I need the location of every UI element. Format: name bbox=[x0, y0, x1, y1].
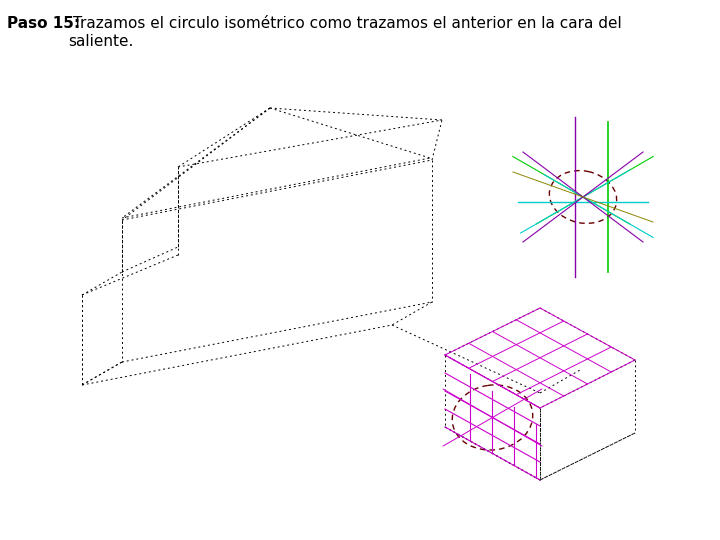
Text: Trazamos el circulo isométrico como trazamos el anterior en la cara del
saliente: Trazamos el circulo isométrico como traz… bbox=[68, 16, 622, 49]
Text: Paso 15:: Paso 15: bbox=[7, 16, 81, 31]
